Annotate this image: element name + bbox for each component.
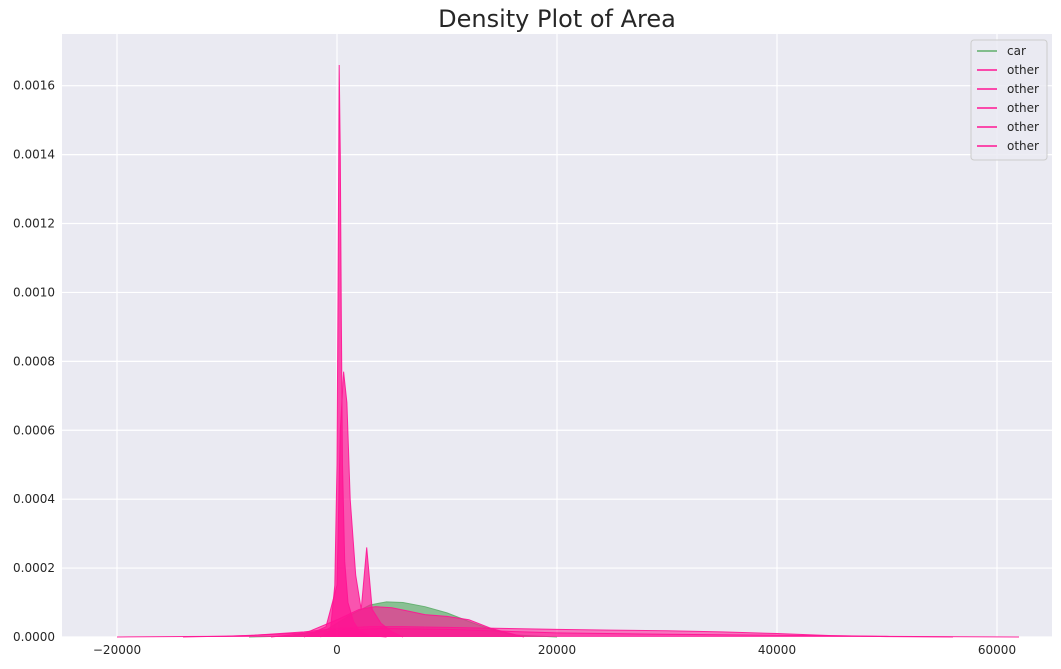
x-tick-label-4: 60000	[978, 643, 1016, 657]
y-tick-label-8: 0.0016	[13, 79, 55, 93]
legend-label-3: other	[1007, 101, 1039, 115]
legend-label-2: other	[1007, 82, 1039, 96]
x-tick-label-0: −20000	[93, 643, 141, 657]
y-tick-label-0: 0.0000	[13, 630, 55, 644]
x-tick-label-3: 40000	[758, 643, 796, 657]
y-tick-label-2: 0.0004	[13, 492, 55, 506]
legend-label-5: other	[1007, 139, 1039, 153]
legend-label-0: car	[1007, 44, 1026, 58]
density-area-2	[304, 371, 403, 637]
y-tick-label-5: 0.0010	[13, 285, 55, 299]
y-axis-ticks: 0.0000 0.0002 0.0004 0.0006 0.0008 0.0010 0.00…	[13, 79, 55, 644]
y-tick-label-4: 0.0008	[13, 354, 55, 368]
y-tick-label-7: 0.0014	[13, 148, 55, 162]
legend: car other other other other other	[970, 39, 1048, 161]
x-tick-label-2: 20000	[538, 643, 576, 657]
density-line-5	[116, 627, 1020, 638]
density-line-4	[182, 626, 954, 638]
y-tick-label-6: 0.0012	[13, 217, 55, 231]
legend-label-4: other	[1007, 120, 1039, 134]
y-tick-label-1: 0.0002	[13, 561, 55, 575]
y-tick-label-3: 0.0006	[13, 423, 55, 437]
legend-label-1: other	[1007, 63, 1039, 77]
x-tick-label-1: 0	[333, 643, 341, 657]
density-areas	[116, 65, 1020, 638]
density-area-1	[320, 65, 387, 637]
chart-title: Density Plot of Area	[438, 5, 676, 33]
density-line-3	[270, 606, 525, 638]
x-axis-ticks: −20000 0 20000 40000 60000	[93, 643, 1016, 657]
